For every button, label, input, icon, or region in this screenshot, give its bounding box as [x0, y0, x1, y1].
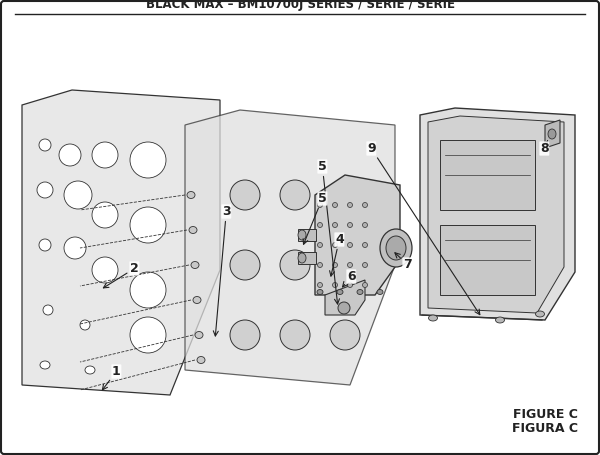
Ellipse shape	[496, 317, 505, 323]
Ellipse shape	[280, 320, 310, 350]
Text: 5: 5	[303, 192, 327, 244]
Text: 6: 6	[343, 270, 356, 287]
Polygon shape	[22, 90, 220, 395]
Text: 7: 7	[395, 253, 412, 271]
Ellipse shape	[332, 243, 337, 248]
Ellipse shape	[92, 202, 118, 228]
Ellipse shape	[197, 357, 205, 364]
Ellipse shape	[39, 139, 51, 151]
Ellipse shape	[337, 289, 343, 294]
Ellipse shape	[317, 283, 323, 288]
Text: 8: 8	[540, 141, 548, 155]
Ellipse shape	[92, 142, 118, 168]
Ellipse shape	[130, 272, 166, 308]
Ellipse shape	[362, 202, 367, 207]
Bar	[440, 225, 535, 295]
Text: 2: 2	[103, 262, 139, 288]
Text: FIGURA C: FIGURA C	[512, 422, 578, 435]
Ellipse shape	[380, 229, 412, 267]
Ellipse shape	[37, 182, 53, 198]
Ellipse shape	[317, 289, 323, 294]
Text: 5: 5	[318, 160, 340, 304]
Ellipse shape	[330, 320, 360, 350]
Text: 1: 1	[103, 365, 121, 390]
Ellipse shape	[85, 366, 95, 374]
Ellipse shape	[317, 202, 323, 207]
Ellipse shape	[92, 257, 118, 283]
Ellipse shape	[298, 253, 306, 263]
Ellipse shape	[317, 222, 323, 228]
Ellipse shape	[40, 361, 50, 369]
Polygon shape	[545, 120, 560, 148]
Ellipse shape	[347, 222, 353, 228]
Bar	[298, 229, 316, 241]
Ellipse shape	[332, 263, 337, 268]
Ellipse shape	[230, 250, 260, 280]
Ellipse shape	[357, 289, 363, 294]
Bar	[298, 252, 316, 264]
Text: FIGURE C: FIGURE C	[513, 408, 578, 421]
Polygon shape	[428, 116, 564, 313]
Bar	[440, 140, 535, 210]
Ellipse shape	[59, 144, 81, 166]
Ellipse shape	[347, 263, 353, 268]
Ellipse shape	[193, 297, 201, 303]
Ellipse shape	[377, 289, 383, 294]
Ellipse shape	[332, 222, 337, 228]
Ellipse shape	[64, 181, 92, 209]
Ellipse shape	[280, 250, 310, 280]
Ellipse shape	[386, 236, 406, 260]
Ellipse shape	[317, 243, 323, 248]
Ellipse shape	[195, 332, 203, 339]
Ellipse shape	[39, 239, 51, 251]
Ellipse shape	[548, 129, 556, 139]
Ellipse shape	[362, 283, 367, 288]
Ellipse shape	[332, 202, 337, 207]
Ellipse shape	[332, 283, 337, 288]
Ellipse shape	[362, 243, 367, 248]
Text: 9: 9	[367, 142, 480, 315]
Polygon shape	[420, 108, 575, 320]
Ellipse shape	[130, 142, 166, 178]
Ellipse shape	[428, 315, 437, 321]
Polygon shape	[315, 175, 400, 295]
Ellipse shape	[130, 207, 166, 243]
Text: 4: 4	[329, 233, 344, 276]
Ellipse shape	[280, 180, 310, 210]
Ellipse shape	[64, 237, 86, 259]
Polygon shape	[185, 110, 395, 385]
Ellipse shape	[187, 192, 195, 198]
Polygon shape	[325, 280, 365, 315]
Ellipse shape	[191, 262, 199, 268]
Ellipse shape	[362, 222, 367, 228]
Ellipse shape	[330, 250, 360, 280]
Text: 3: 3	[214, 205, 230, 336]
Ellipse shape	[347, 202, 353, 207]
Text: BLACK MAX – BM10700J SERIES / SÉRIE / SERIE: BLACK MAX – BM10700J SERIES / SÉRIE / SE…	[146, 0, 455, 11]
Ellipse shape	[347, 243, 353, 248]
Ellipse shape	[338, 302, 350, 314]
Ellipse shape	[130, 317, 166, 353]
Ellipse shape	[230, 180, 260, 210]
Ellipse shape	[330, 180, 360, 210]
Ellipse shape	[362, 263, 367, 268]
Ellipse shape	[536, 311, 545, 317]
Ellipse shape	[43, 305, 53, 315]
Ellipse shape	[347, 283, 353, 288]
Ellipse shape	[189, 227, 197, 233]
Ellipse shape	[230, 320, 260, 350]
Ellipse shape	[317, 263, 323, 268]
Ellipse shape	[298, 230, 306, 240]
Ellipse shape	[80, 320, 90, 330]
